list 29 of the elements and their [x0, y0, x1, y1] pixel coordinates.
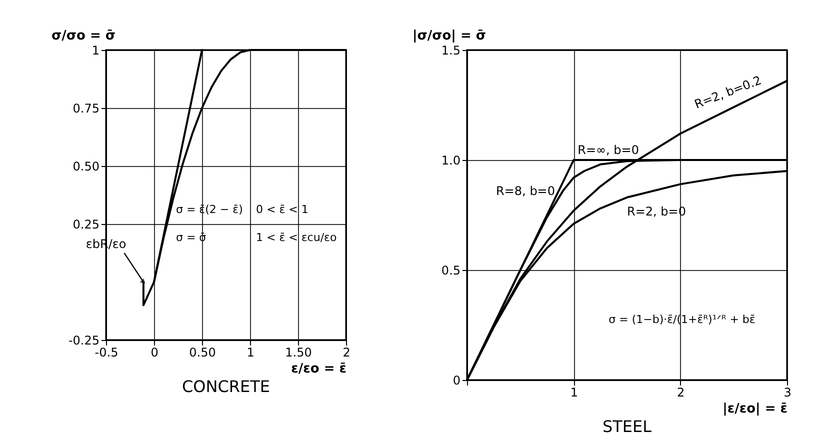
- x-tick-label: 1.50: [285, 346, 312, 360]
- x-tick-label: -0.5: [94, 346, 118, 360]
- y-tick-label: 0.25: [72, 218, 100, 232]
- x-tick-label: 3: [784, 386, 792, 400]
- series-label: R=8, b=0: [496, 184, 555, 198]
- x-axis-title: ε/εo = ε̄: [291, 362, 346, 376]
- x-tick-label: 0: [150, 346, 158, 360]
- x-tick-label: 0.50: [189, 346, 216, 360]
- y-tick-label: 1.5: [441, 44, 460, 58]
- text: R=2, b=0.2: [692, 73, 764, 112]
- y-tick-label: 0.50: [72, 160, 100, 174]
- x-tick-label: 1: [246, 346, 254, 360]
- x-tick-label: 2: [342, 346, 350, 360]
- y-tick-label: 0.5: [441, 264, 460, 278]
- annotation: 0 < ε̄ < 1: [256, 203, 308, 216]
- y-tick-label: -0.25: [68, 334, 100, 348]
- y-tick-label: 1.0: [441, 154, 460, 168]
- y-axis-title: σ/σo = σ̄: [52, 28, 116, 44]
- x-tick-label: 1: [570, 386, 578, 400]
- x-tick-label: 2: [677, 386, 685, 400]
- y-tick-label: 1: [92, 44, 100, 58]
- y-tick-label: 0: [452, 374, 460, 388]
- y-axis-title: |σ/σo| = σ̄: [412, 28, 486, 44]
- text: CONCRETE: [182, 377, 270, 396]
- series-label: R=∞, b=0: [578, 143, 639, 157]
- y-tick-label: 0.75: [72, 102, 100, 116]
- text: STEEL: [602, 417, 652, 436]
- x-axis-title: |ε/εo| = ε̄: [722, 402, 788, 416]
- annotation: 1 < ε̄ < εcu/εo: [256, 231, 337, 244]
